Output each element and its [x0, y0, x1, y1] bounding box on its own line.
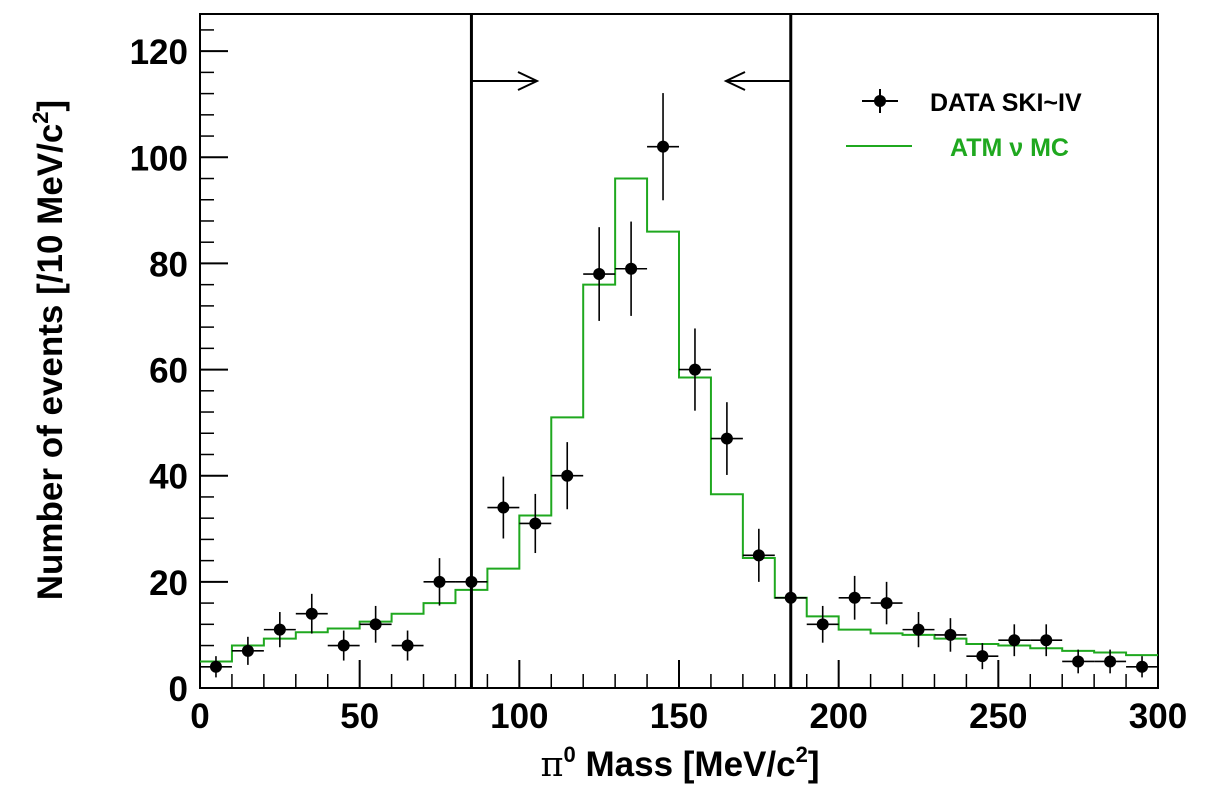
data-marker — [816, 618, 829, 631]
mc-histogram-series — [200, 177, 1158, 663]
data-marker — [497, 501, 510, 514]
data-marker — [944, 628, 957, 641]
y-tick-label: 20 — [149, 564, 188, 603]
data-point — [487, 476, 520, 539]
y-tick-label: 80 — [149, 245, 188, 284]
data-marker — [273, 623, 286, 636]
data-marker — [1104, 655, 1117, 668]
data-point — [231, 636, 264, 665]
data-marker — [209, 660, 222, 673]
legend: DATA SKI~IV ATM ν MC — [846, 89, 1082, 162]
data-point — [519, 493, 552, 554]
y-minor-ticks — [200, 29, 214, 668]
x-axis: 0 50 100 150 200 250 300 — [190, 660, 1187, 736]
data-marker — [561, 469, 574, 482]
data-point — [423, 558, 456, 606]
y-axis-title: Number of events [/10 MeV/c2] — [28, 100, 70, 600]
data-point — [295, 593, 328, 634]
y-axis: 0 20 40 60 80 100 120 — [130, 33, 228, 709]
data-point — [1126, 656, 1158, 678]
data-point — [263, 612, 296, 648]
data-point — [998, 624, 1031, 657]
data-point — [774, 575, 807, 620]
data-point — [615, 221, 648, 316]
x-minor-ticks — [231, 674, 1127, 688]
data-point — [551, 442, 584, 510]
data-point — [327, 630, 360, 661]
data-marker — [720, 432, 733, 445]
data-point — [806, 605, 839, 643]
data-marker — [401, 639, 414, 652]
y-tick-label: 60 — [149, 352, 188, 391]
data-marker — [593, 268, 606, 281]
y-tick-label: 0 — [169, 670, 188, 709]
data-point — [583, 227, 616, 321]
data-marker — [433, 575, 446, 588]
data-marker — [1040, 634, 1053, 647]
x-tick-label: 150 — [650, 697, 708, 736]
data-marker — [1008, 634, 1021, 647]
x-tick-label: 0 — [190, 697, 209, 736]
data-marker — [912, 623, 925, 636]
data-point — [838, 575, 871, 620]
data-marker — [337, 639, 350, 652]
data-marker — [625, 262, 638, 275]
legend-mc-label: ATM ν MC — [950, 134, 1069, 162]
x-axis-title: π0 Mass [MeV/c2] — [541, 742, 820, 785]
data-marker — [784, 591, 797, 604]
data-marker — [369, 618, 382, 631]
data-point — [1030, 624, 1063, 657]
cut-lines — [469, 14, 793, 688]
data-marker — [657, 140, 670, 153]
right-arrow — [472, 71, 540, 91]
data-point — [679, 328, 711, 411]
data-point — [391, 630, 424, 661]
data-point — [934, 618, 967, 652]
x-tick-label: 50 — [340, 697, 379, 736]
left-arrow — [723, 71, 790, 91]
data-marker — [1072, 655, 1085, 668]
data-point — [1062, 649, 1095, 674]
data-marker — [241, 644, 254, 657]
data-marker — [880, 597, 893, 610]
data-marker — [976, 650, 989, 663]
y-tick-label: 40 — [149, 458, 188, 497]
data-marker — [305, 607, 318, 620]
data-marker — [529, 517, 542, 530]
data-point — [455, 558, 488, 606]
data-marker — [1136, 660, 1149, 673]
data-point — [902, 612, 935, 648]
data-point — [710, 402, 743, 475]
x-tick-label: 200 — [809, 697, 867, 736]
y-tick-label: 100 — [130, 139, 188, 178]
data-point — [742, 528, 775, 582]
legend-data-marker — [874, 95, 886, 107]
data-marker — [688, 363, 701, 376]
data-point — [966, 643, 999, 670]
x-tick-label: 100 — [490, 697, 548, 736]
legend-data-label: DATA SKI~IV — [930, 89, 1082, 117]
data-points-series — [200, 93, 1158, 678]
data-point — [870, 581, 903, 625]
x-tick-label: 250 — [969, 697, 1027, 736]
data-point — [359, 605, 392, 643]
mc-histogram-line — [200, 177, 1158, 663]
data-point — [1094, 649, 1127, 674]
data-marker — [848, 591, 861, 604]
data-point — [647, 93, 679, 201]
y-tick-label: 120 — [130, 33, 188, 72]
data-marker — [752, 549, 765, 562]
data-marker — [465, 575, 478, 588]
x-tick-label: 300 — [1129, 697, 1187, 736]
data-point — [200, 656, 232, 678]
